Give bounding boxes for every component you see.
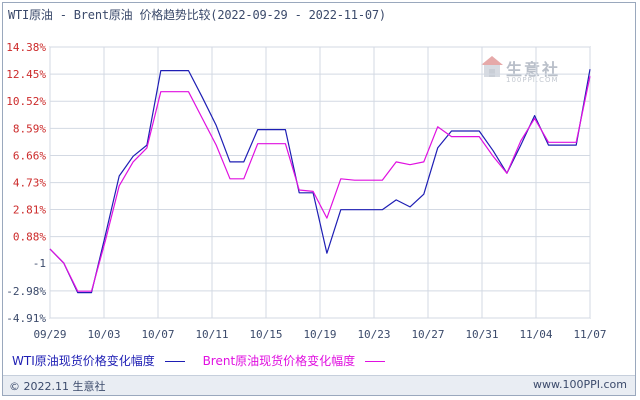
x-tick-label: 10/27 bbox=[411, 328, 444, 341]
x-tick-label: 11/04 bbox=[519, 328, 552, 341]
y-tick-label: 14.38% bbox=[6, 41, 46, 54]
x-tick-label: 11/07 bbox=[573, 328, 606, 341]
chart-title: WTI原油 - Brent原油 价格趋势比较(2022-09-29 - 2022… bbox=[8, 8, 386, 22]
y-tick-label: -1 bbox=[33, 257, 46, 270]
x-axis-labels: 09/29 10/03 10/07 10/11 10/15 10/19 10/23 10/27… bbox=[33, 328, 606, 341]
y-tick-label: 2.81% bbox=[13, 204, 46, 217]
footer-bar: © 2022.11 生意社 www.100PPI.com bbox=[3, 375, 635, 395]
y-tick-label: 0.88% bbox=[13, 231, 46, 244]
series-lines bbox=[49, 69, 591, 294]
legend-item-wti: WTI原油现货价格变化幅度 bbox=[12, 352, 185, 369]
y-axis-labels: 14.38% 12.45% 10.52% 8.59% 6.66% 4.73% 2.81% 0.… bbox=[6, 41, 46, 325]
y-tick-label: 10.52% bbox=[6, 95, 46, 108]
x-tick-label: 10/31 bbox=[465, 328, 498, 341]
legend-swatch-brent bbox=[365, 361, 386, 362]
y-tick-label: 8.59% bbox=[13, 122, 46, 135]
x-tick-label: 10/15 bbox=[249, 328, 282, 341]
footer-site-link[interactable]: www.100PPI.com bbox=[533, 378, 627, 391]
legend: WTI原油现货价格变化幅度 Brent原油现货价格变化幅度 bbox=[12, 352, 399, 369]
legend-swatch-wti bbox=[164, 361, 185, 362]
legend-label-wti: WTI原油现货价格变化幅度 bbox=[12, 354, 155, 368]
footer-copyright: © 2022.11 生意社 bbox=[9, 380, 106, 393]
chart-frame bbox=[2, 2, 636, 396]
brent-series-line bbox=[49, 76, 591, 292]
x-tick-label: 10/07 bbox=[141, 328, 174, 341]
y-tick-label: 6.66% bbox=[13, 149, 46, 162]
legend-label-brent: Brent原油现货价格变化幅度 bbox=[202, 354, 356, 368]
x-tick-label: 10/23 bbox=[357, 328, 390, 341]
x-tick-label: 10/11 bbox=[195, 328, 228, 341]
y-tick-label: 4.73% bbox=[13, 177, 46, 190]
x-tick-label: 10/03 bbox=[87, 328, 120, 341]
x-tick-label: 10/19 bbox=[303, 328, 336, 341]
wti-series-line bbox=[49, 69, 591, 294]
legend-item-brent: Brent原油现货价格变化幅度 bbox=[203, 352, 386, 369]
x-tick-label: 09/29 bbox=[33, 328, 66, 341]
y-tick-label: -4.91% bbox=[6, 312, 46, 325]
grid-lines bbox=[49, 46, 591, 319]
watermark-url: 100PPI.COM bbox=[506, 76, 559, 84]
y-tick-label: -2.98% bbox=[6, 285, 46, 298]
y-tick-label: 12.45% bbox=[6, 68, 46, 81]
